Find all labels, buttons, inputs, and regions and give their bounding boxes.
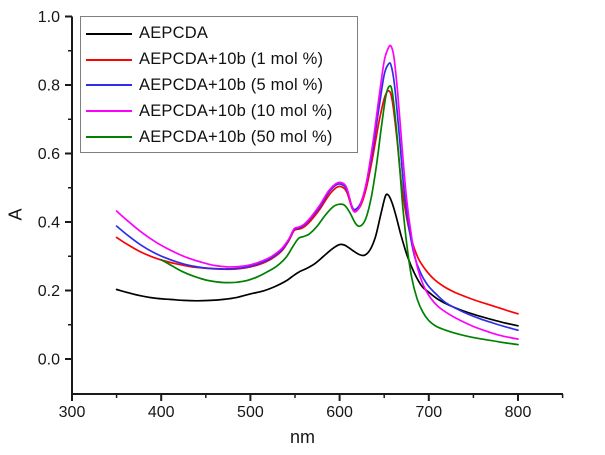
x-tick-label: 300	[59, 404, 86, 421]
series-curve-3	[115, 44, 519, 340]
legend-row-1: AEPCDA+10b (1 mol %)	[86, 47, 357, 73]
legend-label: AEPCDA	[139, 24, 209, 43]
legend-line-swatch	[86, 58, 132, 61]
y-tick-label: 0.0	[38, 352, 60, 369]
series-curve-0	[115, 193, 519, 327]
y-tick-label: 0.6	[38, 146, 60, 163]
legend-label: AEPCDA+10b (10 mol %)	[139, 101, 333, 120]
x-axis-title: nm	[289, 427, 315, 447]
y-axis-title: A	[5, 208, 26, 221]
legend-line-swatch	[86, 136, 132, 139]
legend: AEPCDA AEPCDA+10b (1 mol %) AEPCDA+10b (5 …	[80, 16, 358, 153]
x-tick-label: 800	[505, 404, 532, 421]
legend-row-4: AEPCDA+10b (50 mol %)	[86, 124, 357, 150]
x-tick-label: 400	[148, 404, 175, 421]
legend-label: AEPCDA+10b (50 mol %)	[139, 127, 333, 146]
x-tick-label: 600	[326, 404, 353, 421]
legend-line-swatch	[86, 32, 132, 35]
legend-row-0: AEPCDA	[86, 21, 357, 47]
y-tick-label: 0.4	[38, 215, 60, 232]
series-curve-4	[160, 84, 519, 346]
legend-row-3: AEPCDA+10b (10 mol %)	[86, 98, 357, 124]
y-tick-label: 0.2	[38, 283, 60, 300]
x-tick-label: 700	[415, 404, 442, 421]
y-tick-label: 0.8	[38, 78, 60, 95]
y-tick-label: 1.0	[38, 9, 60, 26]
legend-label: AEPCDA+10b (5 mol %)	[139, 75, 324, 94]
legend-row-2: AEPCDA+10b (5 mol %)	[86, 73, 357, 99]
legend-label: AEPCDA+10b (1 mol %)	[139, 50, 324, 69]
legend-line-swatch	[86, 110, 132, 113]
legend-line-swatch	[86, 84, 132, 87]
x-tick-label: 500	[237, 404, 264, 421]
